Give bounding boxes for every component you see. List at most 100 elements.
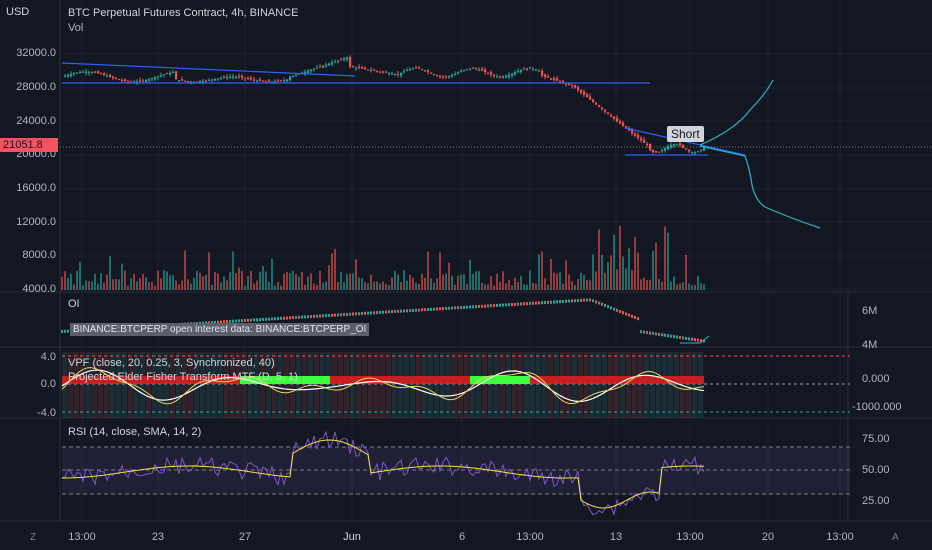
volume-label[interactable]: Vol bbox=[68, 22, 84, 34]
oi-bar bbox=[478, 304, 480, 308]
price-candle bbox=[265, 81, 268, 83]
oi-bar bbox=[208, 321, 210, 325]
vpf-color-band bbox=[572, 352, 577, 418]
volume-bar bbox=[526, 284, 528, 290]
oi-bar bbox=[688, 337, 690, 341]
volume-bar bbox=[124, 270, 126, 290]
volume-bar bbox=[184, 250, 186, 290]
oi-bar bbox=[670, 334, 672, 338]
symbol-title[interactable]: BTC Perpetual Futures Contract, 4h, BINA… bbox=[68, 7, 299, 19]
oi-title[interactable]: OI bbox=[68, 298, 80, 310]
volume-bar bbox=[631, 270, 633, 290]
volume-bar bbox=[94, 273, 96, 290]
oi-bar bbox=[64, 329, 66, 333]
volume-bar bbox=[211, 284, 213, 290]
price-candle bbox=[127, 81, 130, 83]
efit-title[interactable]: Projected Elder Fisher Transform MTF (D,… bbox=[68, 371, 298, 383]
volume-bar bbox=[601, 255, 603, 290]
volume-bar bbox=[355, 259, 357, 290]
oi-bar bbox=[427, 308, 429, 312]
volume-bar bbox=[457, 275, 459, 290]
vpf-color-band bbox=[290, 352, 295, 418]
oi-bar bbox=[304, 315, 306, 319]
oi-bar bbox=[346, 312, 348, 316]
oi-bar bbox=[250, 318, 252, 322]
price-candle bbox=[352, 66, 355, 68]
price-candle bbox=[103, 73, 106, 76]
volume-bar bbox=[199, 272, 201, 290]
price-candle bbox=[577, 87, 580, 91]
vpf-title[interactable]: VPF (close, 20, 0.25, 3, Synchronized, 4… bbox=[68, 357, 275, 369]
oi-bar bbox=[406, 309, 408, 313]
oi-bar bbox=[622, 311, 624, 315]
volume-bar bbox=[382, 281, 384, 290]
volume-bar bbox=[388, 285, 390, 290]
volume-bar bbox=[424, 277, 426, 290]
volume-bar bbox=[139, 278, 141, 290]
oi-bar bbox=[445, 306, 447, 310]
volume-bar bbox=[91, 281, 93, 290]
oi-bar bbox=[562, 299, 564, 303]
vpf-color-band bbox=[536, 352, 541, 418]
oi-bar bbox=[244, 319, 246, 323]
price-candle bbox=[76, 72, 79, 74]
oi-bar bbox=[271, 317, 273, 321]
vpf-right-tick: -1000.000 bbox=[852, 401, 902, 413]
time-tick: 6 bbox=[458, 531, 466, 543]
volume-bar bbox=[76, 271, 78, 290]
oi-bar bbox=[535, 301, 537, 305]
price-candle bbox=[349, 56, 352, 67]
vpf-color-band bbox=[644, 352, 649, 418]
price-candle bbox=[130, 81, 133, 83]
volume-bar bbox=[244, 285, 246, 290]
volume-bar bbox=[136, 281, 138, 290]
volume-bar bbox=[469, 259, 471, 290]
price-tick: 24000.0 bbox=[16, 115, 56, 127]
price-candle bbox=[673, 144, 676, 147]
oi-bar bbox=[529, 301, 531, 305]
price-candle bbox=[619, 121, 622, 124]
oi-projection-path bbox=[680, 335, 710, 344]
volume-bar bbox=[172, 275, 174, 290]
vpf-color-band bbox=[206, 352, 211, 418]
projection-down-path bbox=[699, 145, 821, 229]
short-callout[interactable]: Short bbox=[667, 126, 704, 142]
auto-scale-button[interactable]: A bbox=[892, 532, 899, 543]
timezone-button[interactable]: Z bbox=[30, 532, 37, 543]
price-candle bbox=[184, 80, 187, 82]
volume-bar bbox=[655, 242, 657, 290]
volume-bar bbox=[508, 279, 510, 290]
vpf-color-band bbox=[140, 352, 145, 418]
volume-bar bbox=[448, 262, 450, 290]
vpf-color-band bbox=[608, 352, 613, 418]
oi-bar bbox=[217, 320, 219, 324]
price-candle bbox=[175, 71, 178, 80]
volume-bar bbox=[82, 285, 84, 290]
price-candle bbox=[433, 74, 436, 76]
vpf-color-band bbox=[464, 352, 469, 418]
volume-bar bbox=[205, 274, 207, 290]
price-tick: 28000.0 bbox=[16, 81, 56, 93]
oi-bar bbox=[589, 298, 591, 302]
volume-bar bbox=[523, 284, 525, 290]
price-candle bbox=[418, 67, 421, 69]
vpf-color-band bbox=[380, 352, 385, 418]
price-candle bbox=[424, 70, 427, 72]
oi-bar bbox=[595, 300, 597, 304]
price-candle bbox=[679, 143, 682, 146]
volume-bar bbox=[61, 276, 63, 290]
oi-bar bbox=[61, 330, 63, 333]
oi-bar bbox=[460, 306, 462, 310]
oi-bar bbox=[349, 312, 351, 316]
price-candle bbox=[82, 71, 85, 73]
price-candle bbox=[142, 80, 145, 82]
rsi-title[interactable]: RSI (14, close, SMA, 14, 2) bbox=[68, 426, 202, 438]
price-candle bbox=[253, 79, 256, 81]
price-candle bbox=[643, 139, 646, 143]
oi-bar bbox=[385, 310, 387, 314]
price-candle bbox=[688, 149, 691, 152]
vpf-color-band bbox=[404, 352, 409, 418]
volume-bar bbox=[571, 281, 573, 290]
